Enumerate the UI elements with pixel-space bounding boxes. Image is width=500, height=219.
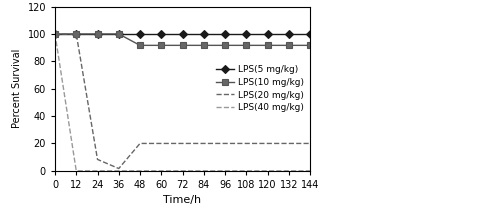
LPS(10 mg/kg)	[286, 44, 292, 47]
LPS(20 mg/kg)	[94, 158, 100, 161]
LPS(5 mg/kg)	[222, 33, 228, 35]
Line: LPS(5 mg/kg): LPS(5 mg/kg)	[52, 31, 313, 37]
LPS(5 mg/kg)	[116, 33, 122, 35]
Line: LPS(20 mg/kg): LPS(20 mg/kg)	[55, 34, 310, 169]
LPS(10 mg/kg)	[158, 44, 164, 47]
LPS(5 mg/kg)	[307, 33, 313, 35]
LPS(5 mg/kg)	[158, 33, 164, 35]
LPS(10 mg/kg)	[52, 33, 58, 35]
LPS(10 mg/kg)	[73, 33, 79, 35]
LPS(20 mg/kg)	[307, 142, 313, 145]
LPS(5 mg/kg)	[94, 33, 100, 35]
LPS(40 mg/kg)	[222, 170, 228, 172]
LPS(5 mg/kg)	[137, 33, 143, 35]
Y-axis label: Percent Survival: Percent Survival	[12, 49, 22, 128]
LPS(20 mg/kg)	[137, 142, 143, 145]
LPS(10 mg/kg)	[180, 44, 186, 47]
LPS(40 mg/kg)	[94, 170, 100, 172]
LPS(40 mg/kg)	[158, 170, 164, 172]
LPS(20 mg/kg)	[222, 142, 228, 145]
LPS(5 mg/kg)	[264, 33, 270, 35]
LPS(20 mg/kg)	[52, 33, 58, 35]
LPS(20 mg/kg)	[264, 142, 270, 145]
LPS(40 mg/kg)	[180, 170, 186, 172]
LPS(40 mg/kg)	[201, 170, 207, 172]
LPS(10 mg/kg)	[137, 44, 143, 47]
LPS(10 mg/kg)	[264, 44, 270, 47]
Line: LPS(40 mg/kg): LPS(40 mg/kg)	[55, 34, 310, 171]
LPS(20 mg/kg)	[243, 142, 249, 145]
LPS(40 mg/kg)	[52, 33, 58, 35]
LPS(40 mg/kg)	[116, 170, 122, 172]
LPS(40 mg/kg)	[73, 170, 79, 172]
LPS(40 mg/kg)	[286, 170, 292, 172]
LPS(40 mg/kg)	[264, 170, 270, 172]
Line: LPS(10 mg/kg): LPS(10 mg/kg)	[52, 31, 313, 48]
LPS(10 mg/kg)	[222, 44, 228, 47]
X-axis label: Time/h: Time/h	[164, 195, 202, 205]
Legend: LPS(5 mg/kg), LPS(10 mg/kg), LPS(20 mg/kg), LPS(40 mg/kg): LPS(5 mg/kg), LPS(10 mg/kg), LPS(20 mg/k…	[214, 64, 306, 114]
LPS(40 mg/kg)	[307, 170, 313, 172]
LPS(5 mg/kg)	[286, 33, 292, 35]
LPS(40 mg/kg)	[243, 170, 249, 172]
LPS(10 mg/kg)	[94, 33, 100, 35]
LPS(20 mg/kg)	[180, 142, 186, 145]
LPS(40 mg/kg)	[137, 170, 143, 172]
LPS(10 mg/kg)	[307, 44, 313, 47]
LPS(5 mg/kg)	[243, 33, 249, 35]
LPS(5 mg/kg)	[180, 33, 186, 35]
LPS(20 mg/kg)	[201, 142, 207, 145]
LPS(5 mg/kg)	[201, 33, 207, 35]
LPS(20 mg/kg)	[116, 167, 122, 170]
LPS(10 mg/kg)	[243, 44, 249, 47]
LPS(10 mg/kg)	[201, 44, 207, 47]
LPS(5 mg/kg)	[52, 33, 58, 35]
LPS(20 mg/kg)	[73, 33, 79, 35]
LPS(20 mg/kg)	[286, 142, 292, 145]
LPS(5 mg/kg)	[73, 33, 79, 35]
LPS(20 mg/kg)	[158, 142, 164, 145]
LPS(10 mg/kg)	[116, 33, 122, 35]
